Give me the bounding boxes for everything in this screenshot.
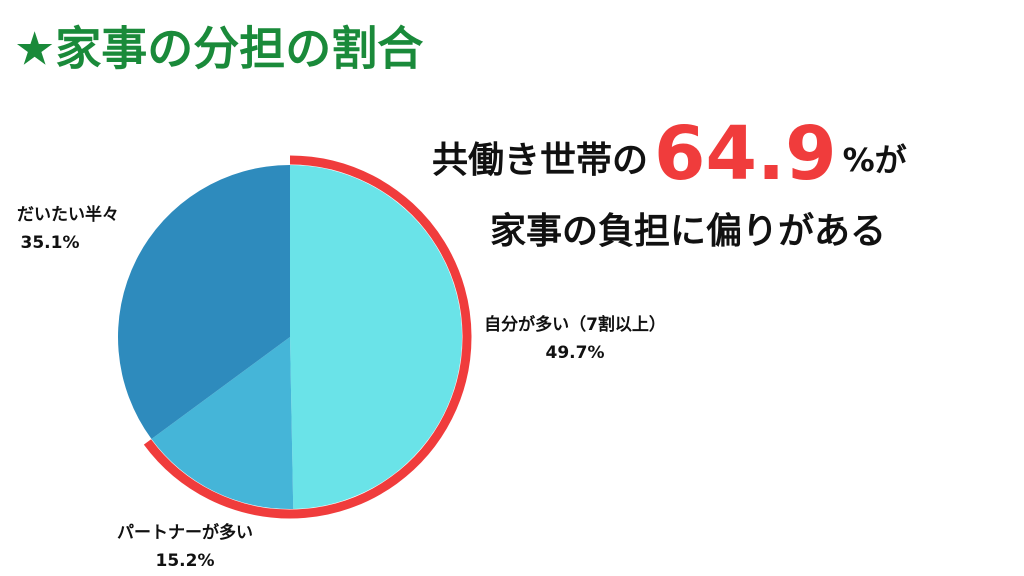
callout-part: 共働き世帯の xyxy=(432,140,648,181)
chart-title: ★家事の分担の割合 xyxy=(14,22,423,76)
callout-highlight: 64.9 xyxy=(654,111,837,197)
slice-value-label: 35.1% xyxy=(21,233,80,253)
callout-text: 共働き世帯の64.9 %が xyxy=(432,111,907,197)
pie-slice xyxy=(151,337,294,509)
slice-label: 自分が多い（7割以上） xyxy=(484,314,666,335)
pie-slice xyxy=(290,165,463,509)
slice-value-label: 49.7% xyxy=(546,343,605,363)
slice-value-label: 15.2% xyxy=(156,551,215,571)
callout-text: 家事の負担に偏りがある xyxy=(490,211,886,252)
slice-label: パートナーが多い xyxy=(117,522,253,543)
highlight-arc xyxy=(143,155,472,519)
pie-slice xyxy=(118,165,290,439)
callout-part: %が xyxy=(843,141,907,179)
slice-label: だいたい半々 xyxy=(17,204,119,225)
